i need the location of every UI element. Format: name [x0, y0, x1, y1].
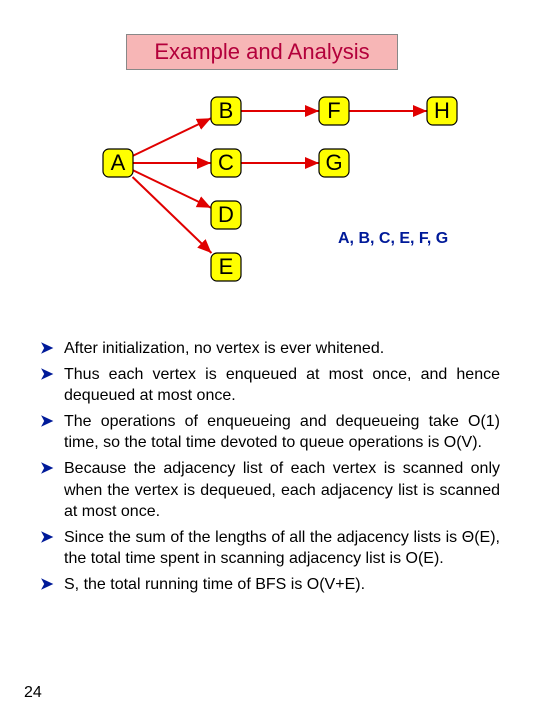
slide-title: Example and Analysis [126, 34, 398, 70]
bullet-item: ➤Because the adjacency list of each vert… [40, 458, 500, 523]
page-number: 24 [24, 684, 42, 702]
bfs-visit-sequence: A, B, C, E, F, G [338, 230, 448, 248]
svg-text:F: F [327, 98, 340, 123]
bullet-marker-icon: ➤ [40, 411, 64, 454]
node-G: G [319, 149, 349, 177]
bullet-marker-icon: ➤ [40, 574, 64, 596]
nodes-layer: A B C D E F G H [103, 97, 457, 281]
bullet-item: ➤Thus each vertex is enqueued at most on… [40, 364, 500, 407]
bullet-text: Because the adjacency list of each verte… [64, 458, 500, 523]
node-C: C [211, 149, 241, 177]
bullet-marker-icon: ➤ [40, 527, 64, 570]
node-F: F [319, 97, 349, 125]
svg-text:D: D [218, 202, 234, 227]
bullet-item: ➤After initialization, no vertex is ever… [40, 338, 500, 360]
svg-text:B: B [219, 98, 234, 123]
svg-text:C: C [218, 150, 234, 175]
svg-text:E: E [219, 254, 234, 279]
bullet-marker-icon: ➤ [40, 364, 64, 407]
node-H: H [427, 97, 457, 125]
slide: Example and Analysis A B C D E F G H A, B, C, E… [0, 0, 540, 720]
bullet-item: ➤S, the total running time of BFS is O(V… [40, 574, 500, 596]
bullet-text: Thus each vertex is enqueued at most onc… [64, 364, 500, 407]
node-B: B [211, 97, 241, 125]
node-D: D [211, 201, 241, 229]
node-E: E [211, 253, 241, 281]
bullet-text: S, the total running time of BFS is O(V+… [64, 574, 500, 596]
bullet-marker-icon: ➤ [40, 458, 64, 523]
bullet-text: The operations of enqueueing and dequeue… [64, 411, 500, 454]
analysis-bullets: ➤After initialization, no vertex is ever… [40, 338, 500, 600]
svg-text:G: G [325, 150, 342, 175]
bullet-marker-icon: ➤ [40, 338, 64, 360]
bullet-text: Since the sum of the lengths of all the … [64, 527, 500, 570]
bullet-text: After initialization, no vertex is ever … [64, 338, 500, 360]
svg-text:A: A [111, 150, 126, 175]
edge-A-B [133, 118, 211, 156]
bfs-graph-diagram: A B C D E F G H A, B, C, E, F, G [0, 78, 540, 318]
svg-text:H: H [434, 98, 450, 123]
bullet-item: ➤Since the sum of the lengths of all the… [40, 527, 500, 570]
bullet-item: ➤The operations of enqueueing and dequeu… [40, 411, 500, 454]
node-A: A [103, 149, 133, 177]
